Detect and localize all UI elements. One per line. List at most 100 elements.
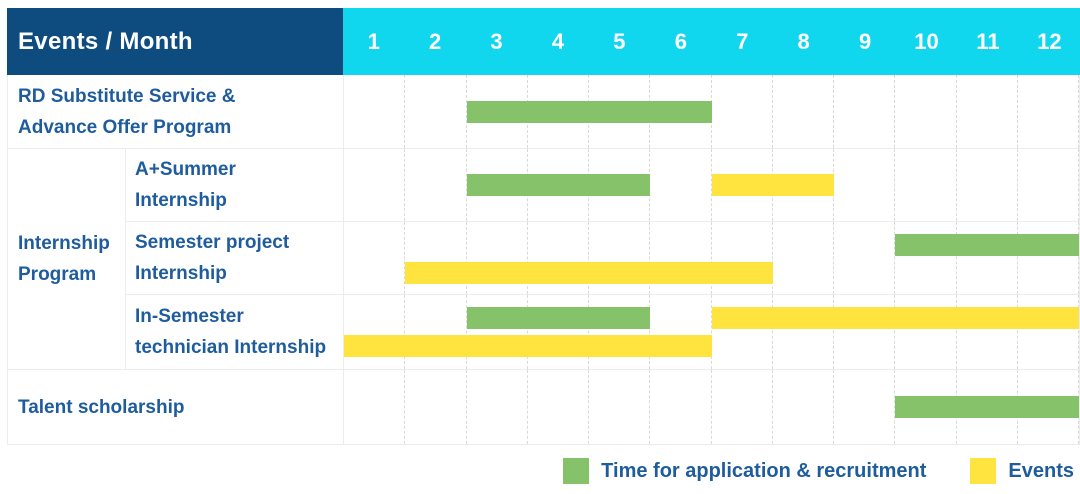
month-cell (467, 295, 528, 369)
legend-swatch-yellow (970, 458, 997, 484)
month-header-cell: 2 (429, 28, 442, 54)
month-cell (895, 149, 957, 221)
row-label: A+Summer Internship (125, 149, 343, 221)
month-header-cell: 3 (490, 28, 503, 54)
legend-swatch-green (563, 458, 590, 484)
month-header-cell: 5 (613, 28, 626, 54)
month-header-cell: 4 (551, 28, 565, 54)
row-in-semester-technician-internship: In-Semester technician Internship (125, 294, 1079, 369)
month-cell (650, 370, 712, 444)
row-semester-project-internship: Semester project Internship (125, 221, 1079, 294)
row-label: Semester project Internship (125, 222, 343, 294)
month-cell (589, 222, 651, 294)
group-label-line: Internship (18, 233, 110, 254)
month-cell (712, 75, 773, 148)
month-cell (405, 149, 467, 221)
gantt-bar-green (895, 396, 1079, 418)
gantt-bar-yellow (711, 174, 834, 196)
row-label-line: RD Substitute Service & (18, 85, 236, 107)
row-label-line: A+Summer (135, 159, 236, 180)
month-cell (528, 295, 589, 369)
month-cell (650, 222, 712, 294)
month-cell (712, 370, 773, 444)
gantt-grid (343, 370, 1079, 444)
month-cell (834, 222, 896, 294)
month-header-cell: 7 (736, 28, 749, 54)
month-cell (1018, 149, 1079, 221)
month-cell (773, 75, 834, 148)
month-cell (834, 295, 896, 369)
month-cell (344, 370, 406, 444)
month-cell (467, 222, 528, 294)
legend: Time for application & recruitment Event… (0, 449, 1080, 493)
row-label-line: In-Semester (135, 306, 244, 327)
row-label-line: Talent scholarship (18, 396, 185, 418)
month-cell (589, 370, 651, 444)
month-header-cell: 11 (976, 28, 1000, 54)
gantt-bar-yellow (344, 335, 712, 357)
legend-item-application-recruitment: Time for application & recruitment (563, 458, 926, 484)
group-subrows: A+Summer Internship Semester project Int… (125, 149, 1079, 369)
month-cell (1018, 75, 1079, 148)
row-label-line: Internship (135, 263, 227, 284)
gantt-grid (343, 295, 1079, 369)
legend-label: Time for application & recruitment (601, 459, 927, 482)
month-cell (712, 295, 773, 369)
month-cell (834, 370, 896, 444)
gantt-bar-yellow (711, 307, 1079, 329)
month-cell (1018, 295, 1079, 369)
row-label: In-Semester technician Internship (125, 295, 343, 369)
gantt-bar-green (466, 307, 651, 329)
month-header-cell: 9 (858, 28, 872, 54)
row-talent-scholarship: Talent scholarship (8, 369, 1079, 444)
row-label-line: Semester project (135, 232, 290, 253)
table-body: RD Substitute Service & Advance Offer Pr… (7, 75, 1080, 445)
month-cell (712, 222, 773, 294)
month-header-cell: 1 (367, 28, 380, 54)
month-header-cell: 6 (674, 28, 687, 54)
gantt-bar-yellow (405, 262, 773, 284)
legend-item-events: Events (970, 458, 1074, 484)
group-label: Internship Program (8, 149, 125, 369)
row-label-line: technician Internship (135, 337, 327, 358)
month-cell (773, 370, 834, 444)
month-header-cell: 8 (797, 28, 810, 54)
month-cell (834, 75, 896, 148)
month-cell (895, 75, 957, 148)
month-cell (528, 222, 589, 294)
month-cell (650, 149, 712, 221)
month-cell (895, 295, 957, 369)
month-cell (405, 75, 467, 148)
row-label-line: Internship (135, 190, 227, 211)
month-cell (957, 222, 1018, 294)
month-cell (773, 222, 834, 294)
gantt-grid (343, 222, 1079, 294)
gantt-grid (343, 75, 1079, 148)
gantt-calendar: Events / Month 1 2 3 4 5 6 7 8 9 10 11 12 RD Substi… (7, 8, 1080, 445)
gantt-bar-green (466, 174, 651, 196)
header-title: Events / Month (7, 8, 343, 75)
month-cell (957, 295, 1018, 369)
month-header-cell: 10 (914, 28, 939, 54)
legend-label: Events (1008, 459, 1074, 482)
month-cell (834, 149, 896, 221)
month-header-strip: 1 2 3 4 5 6 7 8 9 10 11 12 (343, 8, 1080, 75)
month-cell (957, 75, 1018, 148)
gantt-grid (343, 149, 1079, 221)
month-cell (957, 149, 1018, 221)
month-cell (589, 295, 651, 369)
month-cell (344, 75, 406, 148)
internship-program-group: Internship Program A+Summer Internship S… (8, 148, 1079, 369)
row-label: RD Substitute Service & Advance Offer Pr… (8, 75, 343, 148)
month-cell (344, 149, 406, 221)
month-cell (1018, 222, 1079, 294)
row-a-summer-internship: A+Summer Internship (125, 149, 1079, 221)
month-cell (650, 295, 712, 369)
month-cell (405, 370, 467, 444)
month-header-cell: 12 (1037, 28, 1062, 54)
gantt-bar-green (895, 234, 1079, 256)
month-cell (344, 295, 406, 369)
row-rd-substitute: RD Substitute Service & Advance Offer Pr… (8, 75, 1079, 148)
month-cell (528, 370, 589, 444)
month-cell (467, 370, 528, 444)
